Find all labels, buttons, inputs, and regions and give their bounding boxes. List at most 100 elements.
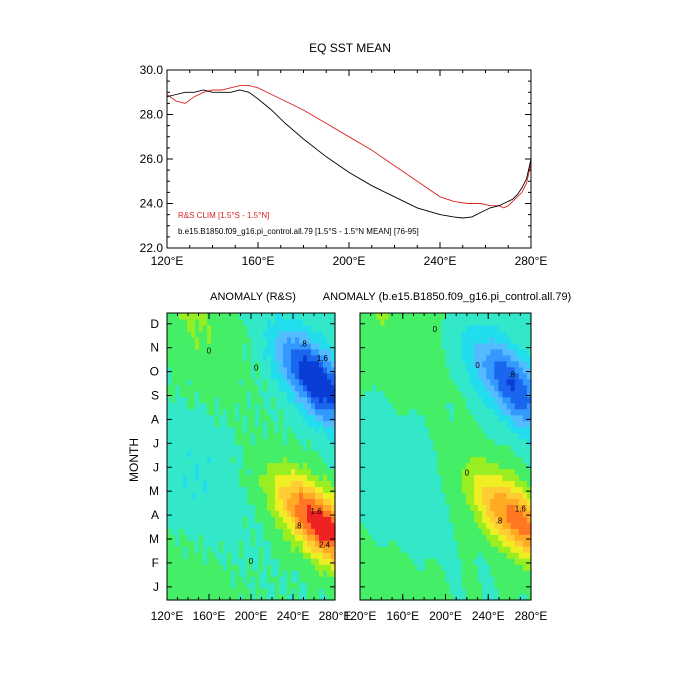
heatmap-cell [445,330,451,338]
heatmap-cell [380,342,386,350]
heatmap-cell [380,540,386,547]
heatmap-cell [417,582,422,589]
heatmap-cell [207,456,212,464]
heatmap-cell [167,438,172,446]
heatmap-cell [219,480,224,487]
heatmap-cell [360,552,365,559]
heatmap-cell [299,444,304,452]
heatmap-cell [263,480,268,487]
heatmap-cell [239,588,244,595]
heatmap-cell [457,366,463,374]
heatmap-cell [469,522,475,529]
heatmap-cell [494,432,500,440]
heatmap-cell [400,336,406,344]
heatmap-cell [255,324,260,332]
heatmap-cell [247,510,252,517]
heatmap-cell [498,588,504,595]
line-ytick-label: 30.0 [140,63,164,77]
heatmap-cell [425,558,430,565]
heatmap-cell [287,522,292,529]
heatmap-cell [279,552,284,559]
heatmap-cell [384,456,390,464]
heatmap-cell [522,492,528,499]
heatmap-cell [404,558,410,565]
heatmap-cell [219,450,224,458]
heatmap-cell [255,420,260,428]
heatmap-cell [408,313,414,320]
heatmap-cell [303,456,308,464]
heatmap-cell [179,414,184,422]
heatmap-cell [239,330,244,338]
heatmap-cell [364,390,369,398]
heatmap-cell [425,420,430,428]
heatmap-cell [376,414,381,422]
heatmap-cell [295,330,300,338]
heatmap-cell [331,468,336,476]
heatmap-cell [514,408,520,416]
heatmap-cell [461,462,467,470]
heatmap-cell [380,313,386,320]
heatmap-cell [235,480,240,487]
heatmap-cell [376,540,381,547]
heatmap-cell [400,366,406,374]
heatmap-cell [199,594,204,601]
heatmap-cell [482,540,487,547]
heatmap-cell [215,318,220,326]
heatmap-cell [303,534,308,541]
heatmap-cell [215,450,220,458]
heatmap-cell [299,528,304,535]
contour-label: .8 [295,521,302,530]
heatmap-cell [376,456,381,464]
heatmap-cell [392,414,398,422]
heatmap-cell [311,354,316,362]
heatmap-cell [203,366,208,374]
heatmap-cell [287,324,292,332]
heatmap-cell [372,313,377,320]
line-chart-title: EQ SST MEAN [309,41,391,55]
heatmap-cell [396,313,402,320]
heatmap-cell [227,564,232,571]
heatmap-cell [323,414,328,422]
heatmap-cell [429,396,434,404]
heatmap-cell [239,486,244,493]
heatmap-cell [235,426,240,434]
heatmap-cell [400,384,406,392]
heatmap-cell [408,486,414,493]
heatmap-cell [251,576,256,583]
heatmap-cell [441,342,447,350]
heatmap-cell [453,420,459,428]
heatmap-cell [396,402,402,410]
heatmap-cell [183,516,188,523]
heatmap-cell [449,360,455,368]
heatmap-cell [215,582,220,589]
heatmap-cell [303,474,308,482]
heatmap-cell [187,570,192,577]
heatmap-cell [469,468,475,476]
heatmap-cell [211,342,216,350]
heatmap-cell [191,354,196,362]
heatmap-cell [315,498,320,505]
heatmap-cell [518,456,524,464]
heatmap-cell [239,474,244,482]
heatmap-cell [457,558,463,565]
heatmap-cell [295,348,300,356]
heatmap-cell [514,324,520,332]
heatmap-cell [207,474,212,482]
heatmap-cell [199,456,204,464]
heatmap-cell [211,402,216,410]
heatmap-cell [203,582,208,589]
heatmap-cell [502,456,508,464]
heatmap-cell [421,354,426,362]
heatmap-cell [384,468,390,476]
heatmap-cell [388,348,394,356]
heatmap-cell [203,522,208,529]
heatmap-cell [191,313,196,320]
heatmap-cell [364,588,369,595]
heatmap-cell [461,336,467,344]
heatmap-cell [490,432,495,440]
heatmap-cell [486,570,491,577]
heatmap-cell [514,498,520,505]
heatmap-cell [469,318,475,326]
heatmap-cell [275,390,280,398]
heatmap-cell [255,402,260,410]
